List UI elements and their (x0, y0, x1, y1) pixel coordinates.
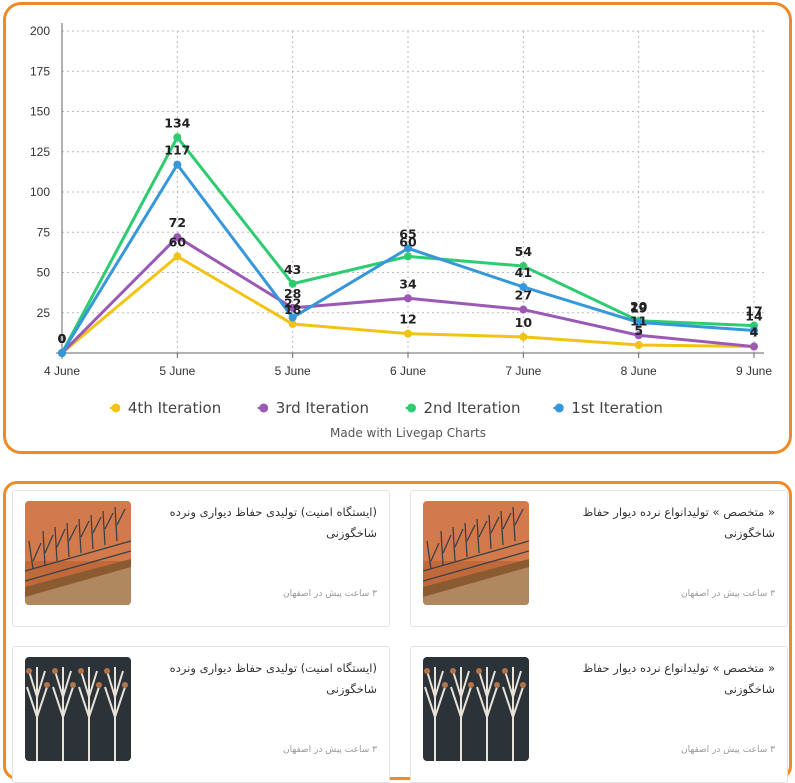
data-label: 12 (399, 312, 416, 327)
x-tick-label: 7 June (505, 364, 541, 378)
data-label: 4 (750, 325, 759, 340)
data-point (750, 342, 758, 351)
data-point (519, 332, 528, 341)
legend-swatch (554, 403, 564, 413)
x-tick-label: 4 June (44, 364, 80, 378)
ad-thumbnail[interactable] (423, 657, 529, 761)
y-tick-label: 125 (30, 145, 50, 159)
legend-label: 2nd Iteration (424, 399, 521, 417)
x-tick-label: 6 June (390, 364, 426, 378)
series-line (61, 254, 755, 355)
data-label: 72 (169, 215, 186, 230)
y-tick-label: 100 (30, 185, 50, 199)
data-point (404, 244, 412, 253)
x-tick-label: 5 June (275, 364, 311, 378)
ad-meta: ۳ ساعت پیش در اصفهان (680, 589, 775, 599)
data-point (173, 233, 182, 242)
data-label: 43 (284, 262, 301, 277)
ad-thumbnail[interactable] (25, 657, 131, 761)
ad-meta: ۳ ساعت پیش در اصفهان (282, 745, 377, 755)
data-label: 34 (399, 276, 417, 291)
data-point (288, 320, 297, 329)
data-label: 14 (745, 308, 763, 323)
ad-card[interactable]: (ایستگاه امنیت) تولیدی حفاظ دیواری ونرده… (12, 646, 390, 783)
ad-meta: ۳ ساعت پیش در اصفهان (680, 745, 775, 755)
data-label: 28 (284, 286, 301, 301)
data-point (173, 252, 182, 261)
data-point (288, 313, 297, 322)
data-point (173, 160, 182, 169)
data-point (173, 133, 182, 142)
data-label: 60 (169, 234, 187, 249)
data-point (404, 252, 412, 261)
ad-card[interactable]: « متخصص » تولیدانواع نرده دیوار حفاظ شاخ… (410, 490, 788, 627)
x-tick-label: 5 June (159, 364, 195, 378)
ad-meta: ۳ ساعت پیش در اصفهان (282, 589, 377, 599)
data-point (404, 329, 412, 338)
legend-swatch (259, 403, 269, 413)
ad-card[interactable]: (ایستگاه امنیت) تولیدی حفاظ دیواری ونرده… (12, 490, 390, 627)
data-point (404, 294, 412, 303)
y-tick-label: 25 (37, 306, 51, 320)
legend-label: 3rd Iteration (276, 399, 369, 417)
data-point (288, 279, 297, 288)
y-tick-label: 150 (30, 105, 50, 119)
legend-label: 4th Iteration (128, 399, 221, 417)
data-label: 134 (164, 115, 190, 130)
x-tick-label: 8 June (621, 364, 657, 378)
legend-swatch (407, 403, 416, 413)
y-tick-label: 200 (30, 24, 50, 38)
data-label: 0 (58, 331, 67, 346)
ad-title[interactable]: « متخصص » تولیدانواع نرده دیوار حفاظ شاخ… (582, 505, 775, 540)
data-point (634, 331, 643, 340)
ad-title[interactable]: « متخصص » تولیدانواع نرده دیوار حفاظ شاخ… (582, 661, 775, 696)
data-label: 0 (58, 331, 67, 346)
chart-panel: 25 50 75 100 125 150 175 200 4 June 5 June 5 June 6… (3, 2, 792, 454)
legend-swatch (111, 403, 121, 413)
data-point (519, 262, 528, 271)
data-point (750, 326, 758, 335)
y-tick-label: 75 (37, 225, 51, 239)
data-label: 11 (630, 313, 647, 328)
data-point (519, 282, 528, 291)
data-label: 17 (745, 304, 762, 319)
data-point (58, 349, 66, 357)
data-point (519, 305, 528, 314)
data-point (634, 318, 643, 327)
data-label: 4 (750, 325, 759, 340)
x-tick-label: 9 June (736, 364, 772, 378)
ad-title[interactable]: (ایستگاه امنیت) تولیدی حفاظ دیواری ونرده… (169, 661, 377, 696)
data-label: 54 (515, 244, 533, 259)
y-tick-label: 50 (37, 266, 51, 280)
data-label: 27 (515, 288, 532, 303)
data-label: 0 (58, 331, 67, 346)
data-point (288, 303, 297, 312)
data-label: 0 (58, 331, 67, 346)
y-tick-label: 175 (30, 64, 50, 78)
ads-panel: « متخصص » تولیدانواع نرده دیوار حفاظ شاخ… (3, 481, 792, 783)
data-point (634, 340, 643, 349)
data-label: 5 (634, 323, 643, 338)
ad-title[interactable]: (ایستگاه امنیت) تولیدی حفاظ دیواری ونرده… (169, 505, 377, 540)
ad-thumbnail[interactable] (423, 501, 529, 605)
legend-label: 1st Iteration (571, 399, 663, 417)
ad-thumbnail[interactable] (25, 501, 131, 605)
data-label: 60 (399, 234, 417, 249)
data-label: 117 (164, 143, 190, 158)
chart-credit: Made with Livegap Charts (330, 426, 486, 440)
data-label: 22 (284, 296, 301, 311)
data-label: 19 (630, 300, 647, 315)
ad-card[interactable]: « متخصص » تولیدانواع نرده دیوار حفاظ شاخ… (410, 646, 788, 783)
data-label: 10 (515, 315, 533, 330)
data-label: 20 (630, 299, 648, 314)
data-label: 65 (399, 226, 416, 241)
data-label: 18 (284, 302, 301, 317)
data-label: 41 (515, 265, 532, 280)
